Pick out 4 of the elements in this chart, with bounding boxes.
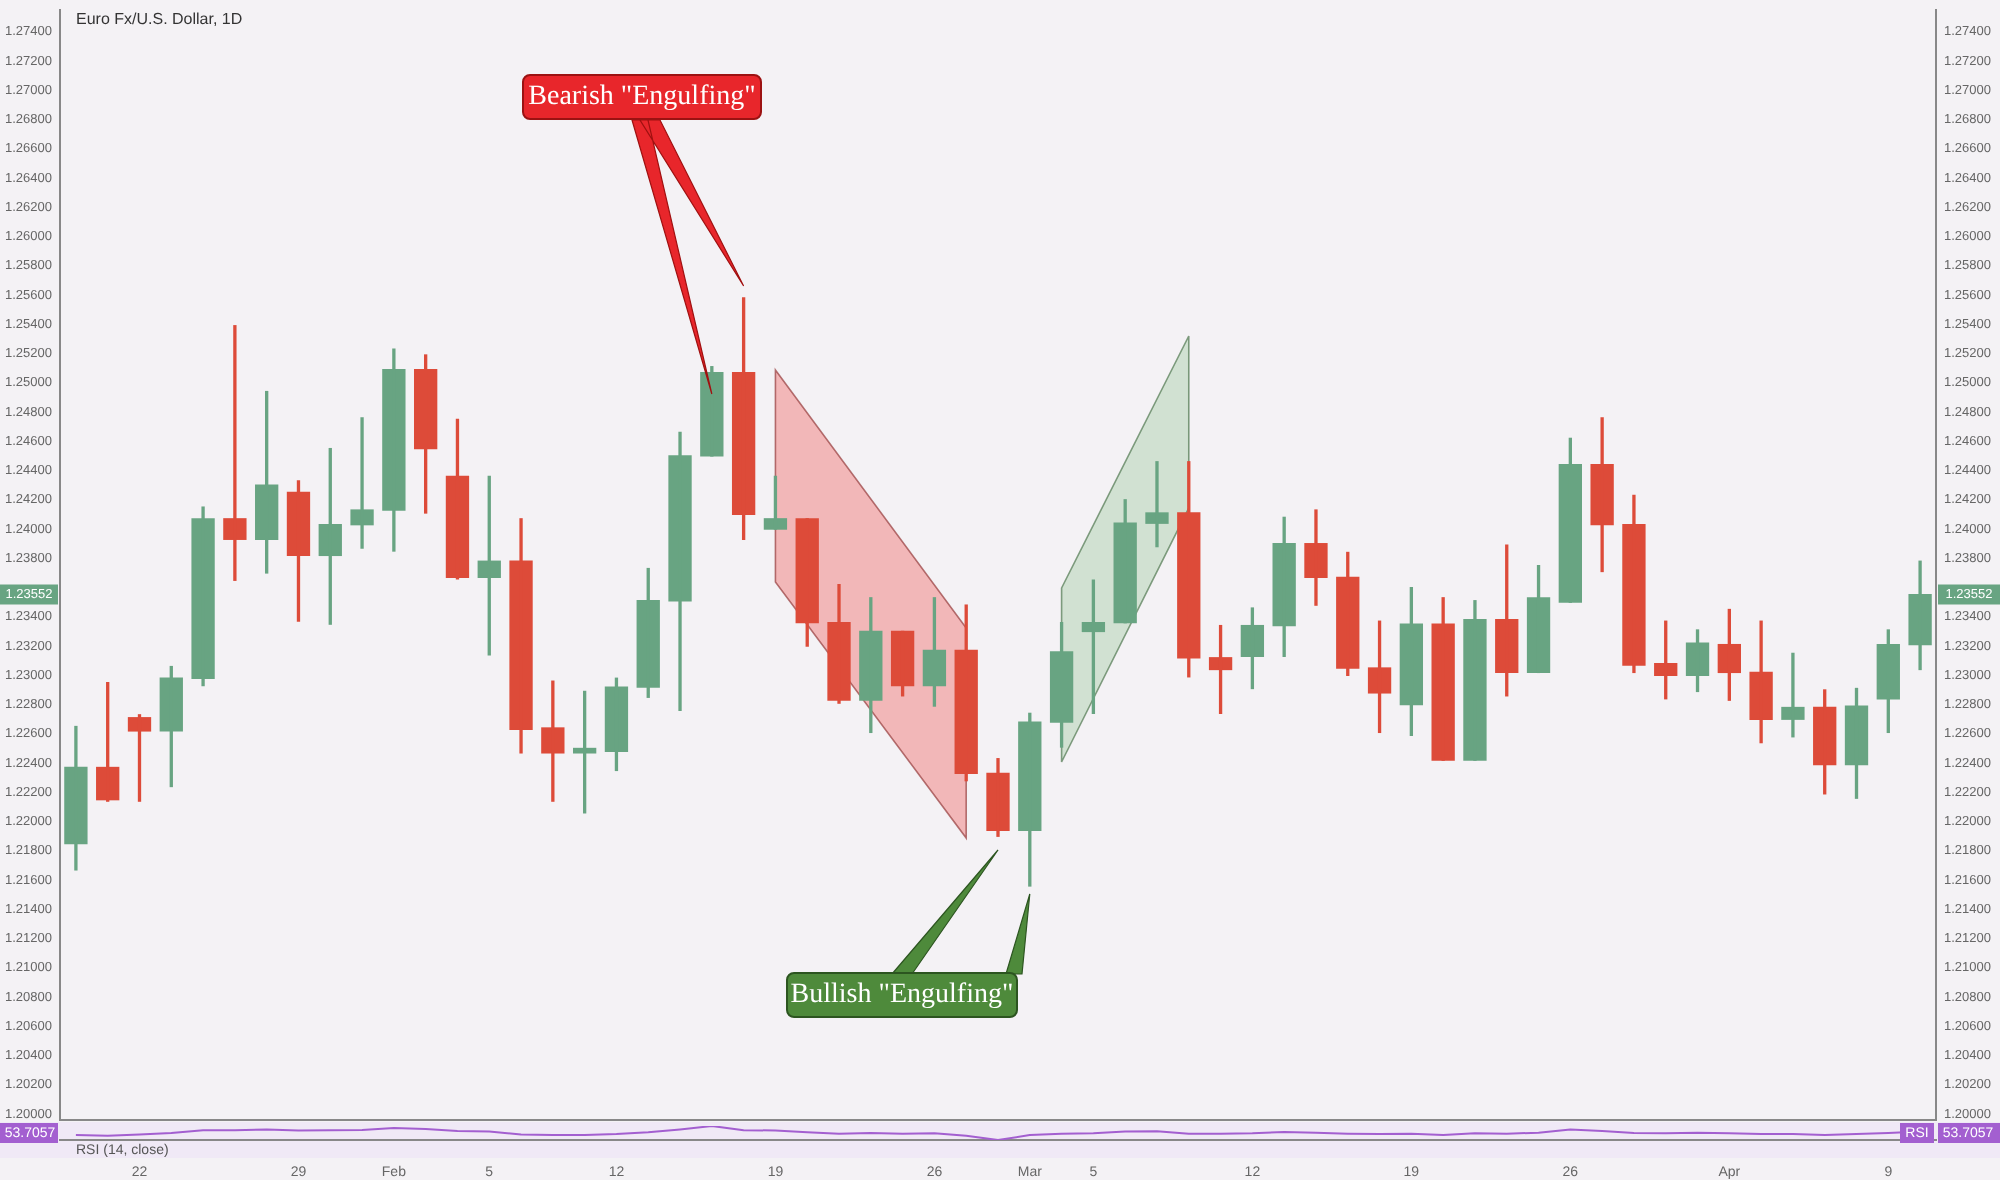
annotation: Bearish "Engulfing" [522,74,762,120]
chart-title: Euro Fx/U.S. Dollar, 1D [76,10,243,29]
annotation: Bullish "Engulfing" [786,972,1018,1018]
candlestick [572,690,597,814]
